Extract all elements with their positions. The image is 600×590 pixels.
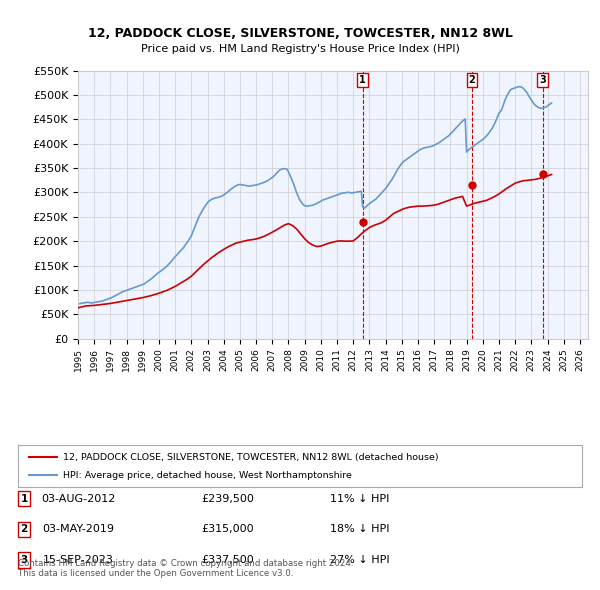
Text: 1: 1 <box>359 75 366 85</box>
Text: 2: 2 <box>20 525 28 534</box>
Text: 2: 2 <box>469 75 475 85</box>
Text: 3: 3 <box>539 75 546 85</box>
Text: 03-AUG-2012: 03-AUG-2012 <box>41 494 115 503</box>
Text: 12, PADDOCK CLOSE, SILVERSTONE, TOWCESTER, NN12 8WL: 12, PADDOCK CLOSE, SILVERSTONE, TOWCESTE… <box>88 27 512 40</box>
Text: 11% ↓ HPI: 11% ↓ HPI <box>331 494 389 503</box>
Text: £239,500: £239,500 <box>202 494 254 503</box>
Text: £315,000: £315,000 <box>202 525 254 534</box>
Text: Price paid vs. HM Land Registry's House Price Index (HPI): Price paid vs. HM Land Registry's House … <box>140 44 460 54</box>
Text: £337,500: £337,500 <box>202 555 254 565</box>
Text: 03-MAY-2019: 03-MAY-2019 <box>42 525 114 534</box>
Text: Contains HM Land Registry data © Crown copyright and database right 2024.
This d: Contains HM Land Registry data © Crown c… <box>18 559 353 578</box>
Text: 12, PADDOCK CLOSE, SILVERSTONE, TOWCESTER, NN12 8WL (detached house): 12, PADDOCK CLOSE, SILVERSTONE, TOWCESTE… <box>63 453 439 461</box>
Text: 3: 3 <box>20 555 28 565</box>
Text: 18% ↓ HPI: 18% ↓ HPI <box>330 525 390 534</box>
Text: HPI: Average price, detached house, West Northamptonshire: HPI: Average price, detached house, West… <box>63 471 352 480</box>
Text: 1: 1 <box>20 494 28 503</box>
Text: 27% ↓ HPI: 27% ↓ HPI <box>330 555 390 565</box>
Text: 15-SEP-2023: 15-SEP-2023 <box>43 555 113 565</box>
